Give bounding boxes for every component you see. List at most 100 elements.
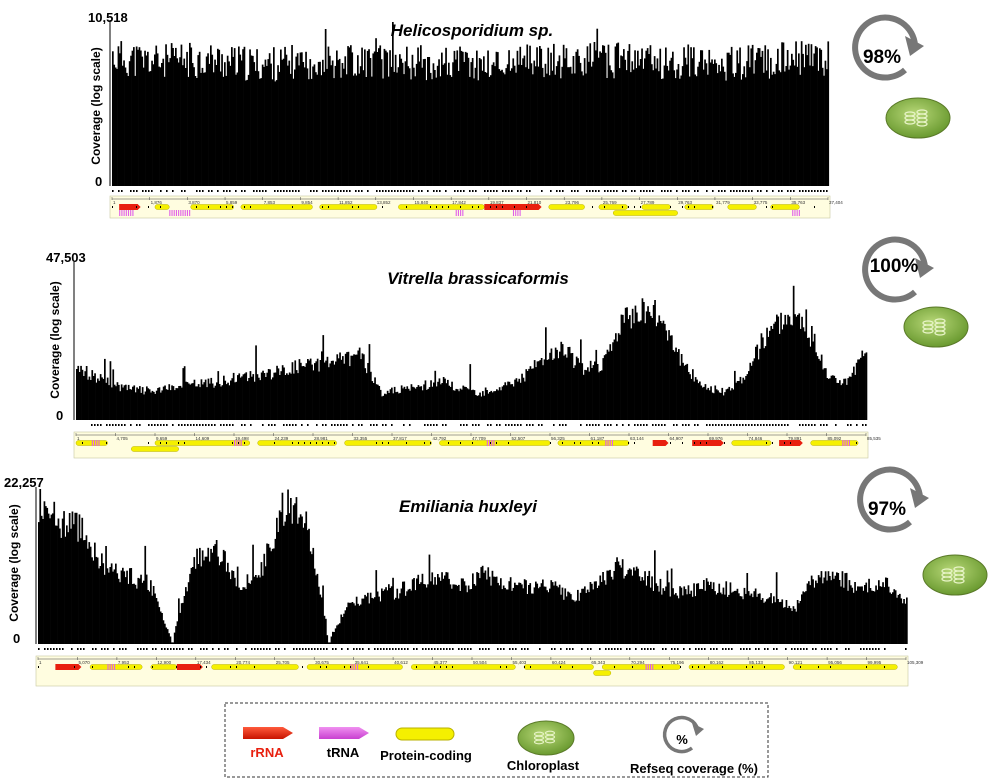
coverage-bar — [673, 70, 676, 186]
coverage-bar — [554, 347, 557, 420]
feature-tick — [74, 666, 75, 668]
read-mark — [718, 424, 720, 426]
coverage-bar — [840, 586, 842, 644]
coverage-bar — [713, 393, 715, 420]
read-mark — [733, 190, 735, 192]
coverage-bar — [717, 592, 719, 644]
coverage-bar — [502, 585, 505, 644]
coverage-bar — [735, 382, 738, 420]
coverage-bar — [676, 352, 679, 420]
coverage-bar — [575, 51, 578, 186]
read-mark — [352, 424, 354, 426]
coverage-bar — [426, 389, 428, 420]
coverage-bar — [78, 372, 81, 420]
coverage-bar — [71, 511, 74, 644]
read-mark — [275, 648, 277, 650]
coordinate-label: 13,852 — [377, 200, 391, 205]
feature-tick — [232, 206, 233, 208]
read-mark — [425, 648, 427, 650]
read-mark — [706, 190, 708, 192]
coverage-bar — [288, 60, 291, 186]
coverage-bar — [393, 386, 396, 420]
refseq-coverage-badge: 98% — [852, 14, 924, 81]
gene-track: 1 5,070 7,953 12,900 17,434 20,774 25,705 30,67… — [35, 655, 924, 687]
coverage-bar — [784, 71, 786, 186]
coverage-bar — [767, 598, 770, 644]
read-mark — [184, 190, 186, 192]
coverage-bar — [384, 393, 386, 420]
coverage-bar — [140, 574, 142, 644]
coverage-bar — [318, 586, 320, 644]
read-mark — [307, 424, 309, 426]
coverage-bar — [704, 59, 706, 186]
coverage-bar — [392, 22, 394, 186]
read-mark — [758, 648, 760, 650]
coverage-bar — [439, 76, 442, 186]
coverage-bar — [297, 523, 299, 644]
coverage-bar — [140, 392, 143, 420]
chloroplast-icon — [903, 306, 969, 348]
coverage-bar — [854, 374, 857, 420]
read-mark — [446, 648, 448, 650]
coverage-bar — [814, 46, 817, 186]
coverage-bar — [766, 599, 768, 644]
coverage-bar — [638, 321, 641, 420]
coverage-bar — [280, 371, 283, 420]
protein-coding-gene — [557, 440, 630, 446]
read-mark — [422, 648, 424, 650]
feature-tick — [368, 666, 369, 668]
coverage-bar — [588, 592, 590, 644]
read-mark — [442, 424, 444, 426]
trna-gene — [611, 440, 613, 446]
coverage-bar — [193, 379, 196, 420]
coverage-bar — [787, 314, 789, 420]
feature-tick — [640, 206, 641, 208]
read-mark — [97, 424, 99, 426]
coverage-bar — [152, 586, 155, 644]
coverage-bar — [456, 50, 459, 187]
coverage-bar — [195, 386, 197, 420]
coverage-bar — [556, 349, 558, 420]
trna-gene — [645, 664, 647, 670]
coverage-bar — [167, 389, 169, 420]
coverage-bar — [794, 314, 796, 420]
read-mark — [346, 424, 348, 426]
read-mark — [427, 424, 429, 426]
read-mark — [250, 424, 252, 426]
read-mark — [655, 424, 657, 426]
coverage-bar — [483, 572, 485, 644]
read-mark — [121, 424, 123, 426]
read-mark — [122, 648, 124, 650]
coverage-bar — [500, 578, 502, 644]
rrna-gene — [55, 664, 82, 670]
coverage-bar — [95, 382, 98, 420]
coverage-bar — [365, 596, 368, 644]
read-mark — [148, 190, 150, 192]
coverage-bar — [77, 365, 80, 420]
coverage-bar — [229, 65, 232, 186]
coordinate-label: 63,144 — [630, 436, 644, 441]
read-mark — [607, 424, 609, 426]
protein-coding-gene — [154, 440, 251, 446]
read-mark — [160, 424, 162, 426]
coverage-bar — [759, 593, 761, 644]
coverage-bar — [647, 306, 649, 420]
coverage-bar — [333, 632, 336, 644]
coverage-bar — [613, 78, 615, 186]
coverage-bar — [504, 74, 506, 186]
coverage-bar — [679, 365, 682, 420]
coverage-bar — [647, 576, 649, 644]
coverage-bar — [235, 381, 238, 420]
coverage-bar — [134, 584, 137, 644]
feature-tick — [298, 442, 299, 444]
coverage-bar — [141, 582, 144, 644]
coverage-bar — [746, 374, 749, 420]
coverage-bar — [301, 52, 303, 186]
read-mark — [731, 648, 733, 650]
protein-coding-gene — [211, 664, 299, 670]
trna-gene — [792, 210, 794, 216]
coverage-bar — [294, 69, 296, 186]
coverage-bar — [109, 567, 112, 644]
coverage-bar — [42, 519, 44, 644]
coverage-bar — [164, 385, 166, 420]
